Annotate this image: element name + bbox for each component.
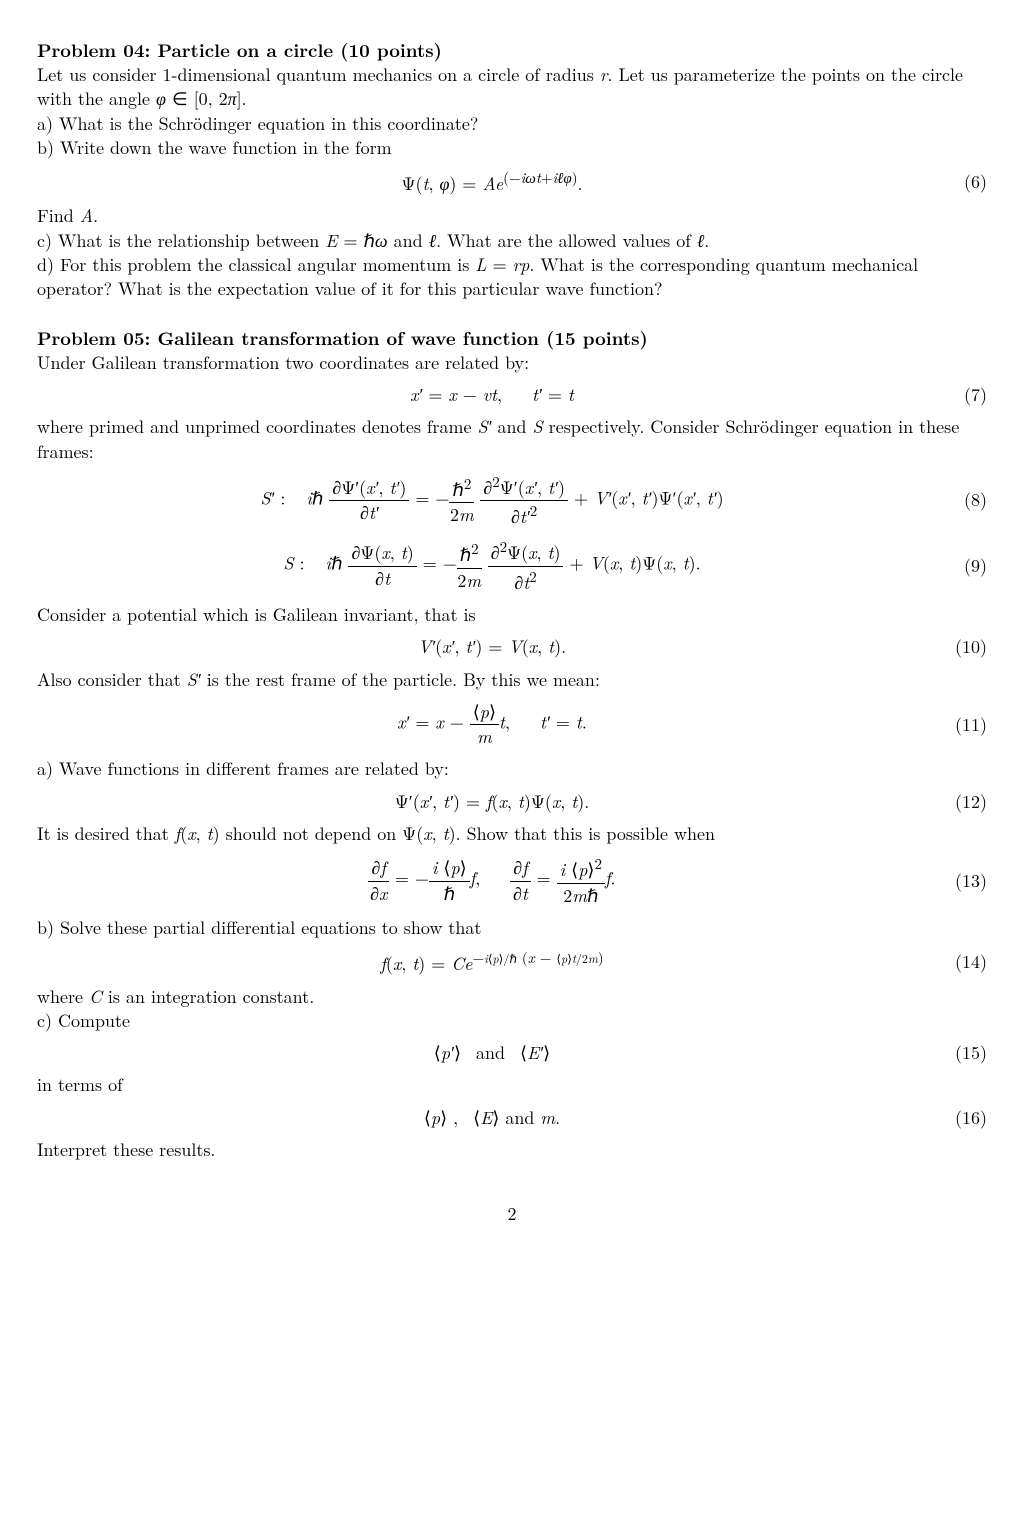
- equation-11: x′ = x − ⟨p⟩mt, t′ = t. (11): [37, 700, 987, 750]
- equation-13-body: ∂f∂x = −i ⟨p⟩ℏf, ∂f∂t = i ⟨p⟩22mℏf.: [37, 854, 947, 908]
- problem05-after14a: where C is an integration constant.: [37, 985, 987, 1009]
- page-number: 2: [37, 1202, 987, 1226]
- equation-8: S′ : iℏ ∂Ψ′(x′, t′)∂t′ = −ℏ22m ∂2Ψ′(x′, …: [37, 472, 987, 530]
- equation-13: ∂f∂x = −i ⟨p⟩ℏf, ∂f∂t = i ⟨p⟩22mℏf. (13): [37, 854, 987, 908]
- equation-6: Ψ(t, φ) = Ae(−iωt+iℓφ). (6): [37, 168, 987, 196]
- equation-14-body: f(x, t) = Ce−i⟨p⟩/ℏ (x − ⟨p⟩t/2m): [37, 948, 947, 976]
- equation-14-number: (14): [947, 950, 987, 974]
- problem05-after12: It is desired that f(x, t) should not de…: [37, 822, 987, 846]
- problem04-findA: Find A.: [37, 204, 987, 228]
- problem04-b: b) Write down the wave function in the f…: [37, 136, 987, 160]
- equation-15-number: (15): [947, 1041, 987, 1065]
- problem05-title: Problem 05: Galilean transformation of w…: [37, 326, 987, 351]
- problem05-final: Interpret these results.: [37, 1138, 987, 1162]
- problem05-intro: Under Galilean transformation two coordi…: [37, 351, 987, 375]
- problem04-a: a) What is the Schrödinger equation in t…: [37, 112, 987, 136]
- equation-12-body: Ψ′(x′, t′) = f(x, t)Ψ(x, t).: [37, 790, 947, 814]
- problem04-intro: Let us consider 1-dimensional quantum me…: [37, 63, 987, 112]
- equation-10: V′(x′, t′) = V(x, t). (10): [37, 635, 987, 659]
- equation-10-number: (10): [947, 635, 987, 659]
- equation-16: ⟨p⟩ , ⟨E⟩ and m. (16): [37, 1106, 987, 1130]
- equation-8-body: S′ : iℏ ∂Ψ′(x′, t′)∂t′ = −ℏ22m ∂2Ψ′(x′, …: [37, 472, 947, 530]
- equation-16-number: (16): [947, 1106, 987, 1130]
- problem05-a: a) Wave functions in different frames ar…: [37, 757, 987, 781]
- equation-6-number: (6): [947, 170, 987, 194]
- equation-9-body: S : iℏ ∂Ψ(x, t)∂t = −ℏ22m ∂2Ψ(x, t)∂t2 +…: [37, 537, 947, 595]
- equation-15-body: ⟨p′⟩ and ⟨E′⟩: [37, 1041, 947, 1065]
- equation-8-number: (8): [947, 488, 987, 512]
- equation-11-body: x′ = x − ⟨p⟩mt, t′ = t.: [37, 700, 947, 750]
- equation-7-number: (7): [947, 383, 987, 407]
- problem04-title: Problem 04: Particle on a circle (10 poi…: [37, 38, 987, 63]
- problem05-b: b) Solve these partial differential equa…: [37, 916, 987, 940]
- problem05-after9: Consider a potential which is Galilean i…: [37, 603, 987, 627]
- equation-10-body: V′(x′, t′) = V(x, t).: [37, 635, 947, 659]
- problem05-after15: in terms of: [37, 1073, 987, 1097]
- equation-7-body: x′ = x − vt, t′ = t: [37, 383, 947, 407]
- equation-6-body: Ψ(t, φ) = Ae(−iωt+iℓφ).: [37, 168, 947, 196]
- equation-14: f(x, t) = Ce−i⟨p⟩/ℏ (x − ⟨p⟩t/2m) (14): [37, 948, 987, 976]
- equation-16-body: ⟨p⟩ , ⟨E⟩ and m.: [37, 1106, 947, 1130]
- equation-13-number: (13): [947, 869, 987, 893]
- problem05-after10: Also consider that S′ is the rest frame …: [37, 668, 987, 692]
- equation-7: x′ = x − vt, t′ = t (7): [37, 383, 987, 407]
- equation-11-number: (11): [947, 713, 987, 737]
- problem04-c: c) What is the relationship between E = …: [37, 229, 987, 253]
- equation-15: ⟨p′⟩ and ⟨E′⟩ (15): [37, 1041, 987, 1065]
- equation-12-number: (12): [947, 790, 987, 814]
- equation-9-number: (9): [947, 554, 987, 578]
- equation-12: Ψ′(x′, t′) = f(x, t)Ψ(x, t). (12): [37, 790, 987, 814]
- equation-9: S : iℏ ∂Ψ(x, t)∂t = −ℏ22m ∂2Ψ(x, t)∂t2 +…: [37, 537, 987, 595]
- problem05-after14b: c) Compute: [37, 1009, 987, 1033]
- problem04-d: d) For this problem the classical angula…: [37, 253, 987, 302]
- problem05-after7: where primed and unprimed coordinates de…: [37, 415, 987, 464]
